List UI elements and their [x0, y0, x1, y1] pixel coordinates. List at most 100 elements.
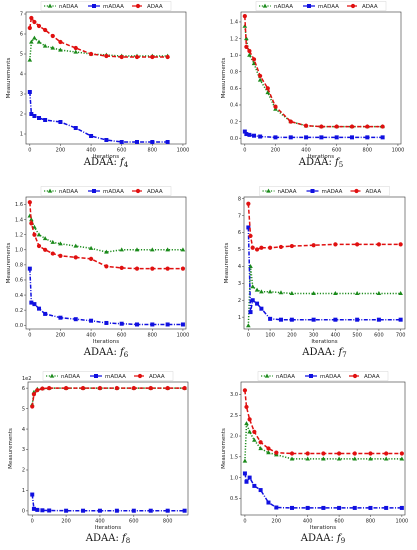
- y-tick-label: 2.0: [230, 434, 238, 440]
- series-adaa-marker: [29, 221, 34, 226]
- legend-nadaa-marker: [264, 373, 270, 378]
- series-adaa-marker: [251, 57, 257, 62]
- y-tick-label: 3: [238, 281, 241, 287]
- y-tick-label: 3: [20, 92, 23, 98]
- x-tick-label: 400: [86, 333, 96, 339]
- series-adaa-marker: [27, 25, 32, 31]
- series-adaa-marker: [355, 242, 360, 247]
- y-tick-label: 1.4: [230, 20, 238, 26]
- y-tick-label: 1.0: [230, 475, 238, 481]
- y-tick-label: 1.2: [230, 36, 238, 42]
- x-tick-label: 600: [117, 148, 127, 154]
- series-madaa-marker: [278, 317, 283, 322]
- series-nadaa-marker: [376, 291, 382, 296]
- series-adaa-marker: [259, 245, 264, 250]
- series-adaa-marker: [36, 243, 42, 249]
- x-tick-label: 0: [31, 519, 34, 525]
- plot-frame: [240, 11, 402, 145]
- chart-caption: ADAA: f8: [85, 533, 130, 545]
- legend-label: nADAA: [59, 4, 78, 10]
- series-adaa-marker: [182, 386, 187, 391]
- series-adaa-marker: [265, 86, 270, 91]
- y-tick-label: 0.2: [15, 308, 23, 314]
- series-adaa-marker: [244, 44, 249, 49]
- legend-label: ADAA: [364, 374, 380, 380]
- series-adaa-marker: [97, 386, 103, 391]
- series-nadaa-marker: [289, 291, 295, 296]
- y-tick-label: 5: [22, 406, 25, 412]
- x-tick-label: 0: [28, 333, 31, 339]
- legend-nadaa-marker: [49, 373, 55, 378]
- y-tick-label: 1.5: [230, 455, 238, 461]
- series-adaa-marker: [334, 124, 339, 129]
- series-madaa-marker: [252, 483, 257, 488]
- series-nadaa-marker: [247, 52, 252, 57]
- series-nadaa-marker: [58, 47, 63, 52]
- legend-nadaa-marker: [266, 188, 271, 193]
- series-madaa-marker: [165, 140, 170, 144]
- series-adaa-marker: [246, 201, 251, 206]
- series-madaa-marker: [97, 508, 102, 513]
- series-adaa-marker: [319, 124, 324, 129]
- series-adaa-marker: [242, 14, 247, 19]
- legend-adaa-marker: [352, 373, 358, 379]
- series-madaa-marker: [399, 505, 404, 510]
- y-tick-label: 3: [22, 447, 25, 453]
- series-madaa-marker: [27, 90, 32, 94]
- series-adaa-marker: [50, 251, 55, 256]
- series-nadaa-marker: [250, 284, 256, 289]
- series-madaa-marker: [384, 505, 389, 510]
- legend-madaa-marker: [307, 4, 311, 8]
- series-madaa-marker: [180, 322, 185, 327]
- legend-madaa-marker: [310, 189, 315, 193]
- series-nadaa-marker: [246, 323, 251, 328]
- chart-panel: 0 200 400 600 800 1000 1 2 3 4 5 6 7 Iterations Measur…: [6, 1, 190, 169]
- series-nadaa-marker: [27, 57, 33, 62]
- x-tick-label: 0: [243, 148, 246, 154]
- legend-label: mADAA: [320, 374, 341, 380]
- y-tick-label: 6: [20, 32, 23, 38]
- chart-panel: 0 200 400 600 800 1000 0.5 1.0 1.5 2.0 2.5 3.0 Itera…: [221, 371, 408, 545]
- y-tick-label: 0.8: [15, 263, 23, 269]
- series-adaa-marker: [50, 33, 55, 39]
- legend-box: [40, 1, 172, 11]
- series-nadaa-marker: [104, 249, 109, 254]
- series-nadaa-marker: [165, 247, 170, 252]
- series-adaa-marker: [349, 124, 355, 129]
- chart-caption: ADAA: f5: [298, 157, 343, 169]
- series-adaa-marker: [150, 54, 155, 60]
- series-adaa-marker: [119, 265, 124, 271]
- series-nadaa-marker: [150, 247, 155, 252]
- legend: nADAA mADAA ADAA: [255, 1, 387, 11]
- series-madaa-marker: [242, 129, 247, 134]
- series-adaa-marker: [248, 233, 253, 239]
- x-tick-label: 1000: [177, 148, 190, 154]
- legend-box: [259, 186, 390, 196]
- y-tick-label: 2.5: [230, 413, 238, 419]
- legend-nadaa-marker: [262, 3, 268, 8]
- series-madaa-marker: [119, 140, 124, 144]
- x-axis-label: Iterations: [308, 154, 334, 160]
- x-tick-label: 500: [352, 333, 362, 339]
- series-adaa-marker: [288, 119, 293, 124]
- legend-box: [257, 371, 389, 381]
- series-madaa-marker: [47, 508, 52, 513]
- y-tick-label: 4: [20, 72, 23, 78]
- series-madaa-marker: [43, 118, 48, 122]
- series-nadaa-marker: [36, 232, 42, 237]
- series-adaa-marker: [134, 266, 140, 271]
- series-adaa-marker: [399, 451, 404, 456]
- series-adaa-marker: [247, 417, 252, 422]
- series-adaa-marker: [32, 19, 37, 25]
- series-madaa-marker: [150, 140, 155, 144]
- series-nadaa-marker: [311, 291, 316, 296]
- series-adaa-marker: [274, 450, 279, 455]
- y-tick-label: 0.5: [230, 496, 238, 502]
- series-adaa-marker: [303, 123, 309, 128]
- chart-panel: 0 200 400 600 800 0 1 2 3 4 5 6 1e2 Iterations Measure…: [8, 371, 189, 545]
- series-adaa-marker: [32, 232, 37, 237]
- series-madaa-marker: [321, 505, 326, 510]
- series-nadaa-marker: [267, 289, 273, 294]
- series-adaa-marker: [31, 392, 37, 397]
- series-madaa-marker: [29, 300, 34, 305]
